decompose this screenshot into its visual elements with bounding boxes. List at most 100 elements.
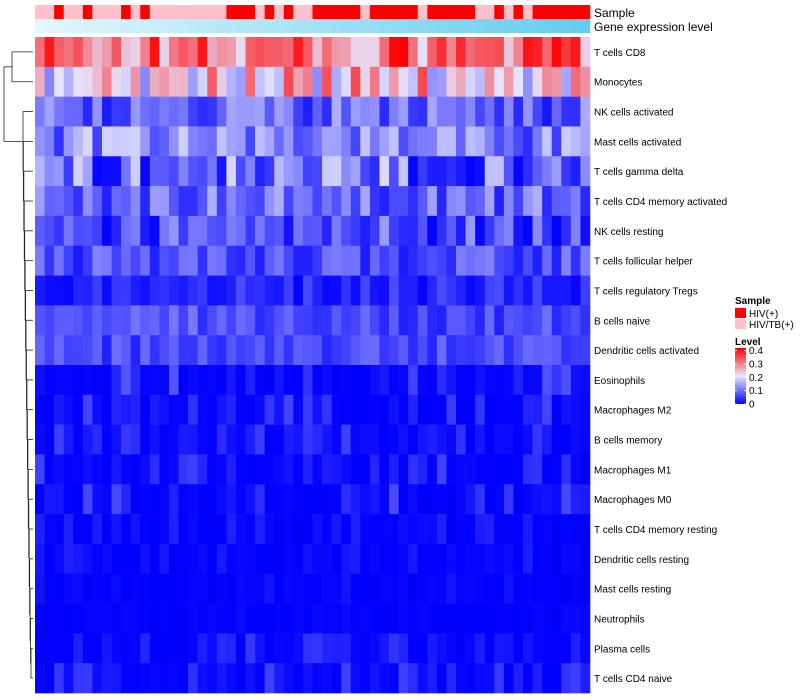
heatmap-cell (73, 424, 84, 455)
heatmap-cell (369, 156, 380, 187)
gene-expression-annotation-cell (523, 19, 533, 33)
heatmap-cell (475, 37, 486, 68)
heatmap-cell (274, 186, 285, 217)
heatmap-cell (92, 394, 103, 425)
heatmap-cell (235, 186, 246, 217)
sample-annotation-cell (168, 5, 179, 19)
heatmap-cell (551, 663, 562, 694)
heatmap-cell (417, 603, 428, 634)
heatmap-cell (82, 275, 93, 306)
heatmap-cell (235, 156, 246, 187)
gene-expression-annotation-cell (369, 19, 380, 33)
heatmap-cell (436, 424, 447, 455)
heatmap-cell (408, 186, 419, 217)
heatmap-cell (312, 186, 323, 217)
heatmap-cell (293, 186, 304, 217)
heatmap-cell (417, 394, 428, 425)
heatmap-cell (121, 275, 131, 306)
heatmap-cell (111, 156, 122, 187)
heatmap-cell (235, 454, 246, 485)
heatmap-cell (341, 365, 352, 396)
heatmap-cell (207, 573, 218, 604)
heatmap-cell (168, 186, 179, 217)
heatmap-cell (35, 186, 45, 217)
heatmap-cell (235, 275, 246, 306)
heatmap-cell (446, 186, 457, 217)
heatmap-cell (130, 365, 141, 396)
gene-expression-annotation-cell (331, 19, 342, 33)
heatmap-cell (389, 275, 399, 306)
heatmap-cell (101, 543, 112, 575)
heatmap-cell (570, 573, 581, 604)
heatmap-cell (484, 66, 495, 97)
heatmap-cell (35, 633, 45, 664)
heatmap-cell (350, 603, 361, 634)
heatmap-cell (207, 543, 218, 575)
heatmap-cell (283, 543, 294, 575)
heatmap-cell (542, 126, 553, 157)
heatmap-cell (159, 156, 170, 187)
heatmap-cell (216, 365, 227, 396)
heatmap-cell (570, 275, 581, 306)
heatmap-cell (360, 126, 371, 157)
heatmap-cell (389, 543, 399, 575)
heatmap-cell (331, 663, 342, 694)
heatmap-cell (54, 514, 65, 545)
heatmap-cell (322, 335, 332, 366)
gene-expression-annotation-cell (264, 19, 275, 33)
row-label: T cells regulatory Tregs (594, 287, 698, 298)
legend-level-title: Level (735, 337, 761, 348)
heatmap-cell (293, 633, 304, 664)
heatmap-cell (532, 394, 543, 425)
heatmap-cell (54, 543, 65, 575)
gene-expression-annotation-cell (427, 19, 438, 33)
heatmap-cell (149, 484, 160, 515)
heatmap-cell (73, 603, 84, 634)
heatmap-cell (331, 603, 342, 634)
heatmap-cell (274, 603, 285, 634)
heatmap-cell (312, 156, 323, 187)
heatmap-cell (111, 365, 122, 396)
heatmap-cell (350, 126, 361, 157)
heatmap-cell (523, 215, 533, 247)
heatmap-cell (293, 335, 304, 366)
heatmap-cell (35, 454, 45, 485)
heatmap-cell (207, 663, 218, 694)
heatmap-cell (35, 603, 45, 634)
heatmap-cell (350, 37, 361, 68)
heatmap-cell (542, 514, 553, 545)
heatmap-cell (523, 245, 533, 276)
heatmap-cell (274, 633, 285, 664)
heatmap-cell (245, 514, 256, 545)
heatmap-cell (140, 126, 151, 157)
heatmap-cell (523, 424, 533, 455)
heatmap-cell (427, 514, 438, 545)
heatmap-cell (513, 603, 524, 634)
heatmap-cell (561, 215, 572, 247)
heatmap-cell (503, 543, 514, 575)
heatmap-cell (494, 37, 505, 68)
heatmap-cell (523, 454, 533, 485)
heatmap-cell (293, 514, 304, 545)
heatmap-cell (561, 454, 572, 485)
heatmap-cell (523, 186, 533, 217)
heatmap-cell (235, 365, 246, 396)
heatmap-cell (216, 394, 227, 425)
heatmap-cell (235, 663, 246, 694)
gene-expression-annotation-cell (82, 19, 93, 33)
heatmap-cell (389, 663, 399, 694)
heatmap-cell (436, 394, 447, 425)
heatmap-cell (341, 603, 352, 634)
heatmap-cell (207, 126, 218, 157)
gene-expression-annotation-cell (54, 19, 65, 33)
heatmap-cell (484, 365, 495, 396)
heatmap-cell (341, 484, 352, 515)
heatmap-cell (446, 66, 457, 97)
heatmap-cell (73, 156, 84, 187)
heatmap-cell (302, 394, 313, 425)
heatmap-cell (542, 484, 553, 515)
heatmap-cell (398, 215, 409, 247)
heatmap-cell (436, 37, 447, 68)
heatmap-cell (322, 96, 332, 127)
heatmap-cell (92, 454, 103, 485)
